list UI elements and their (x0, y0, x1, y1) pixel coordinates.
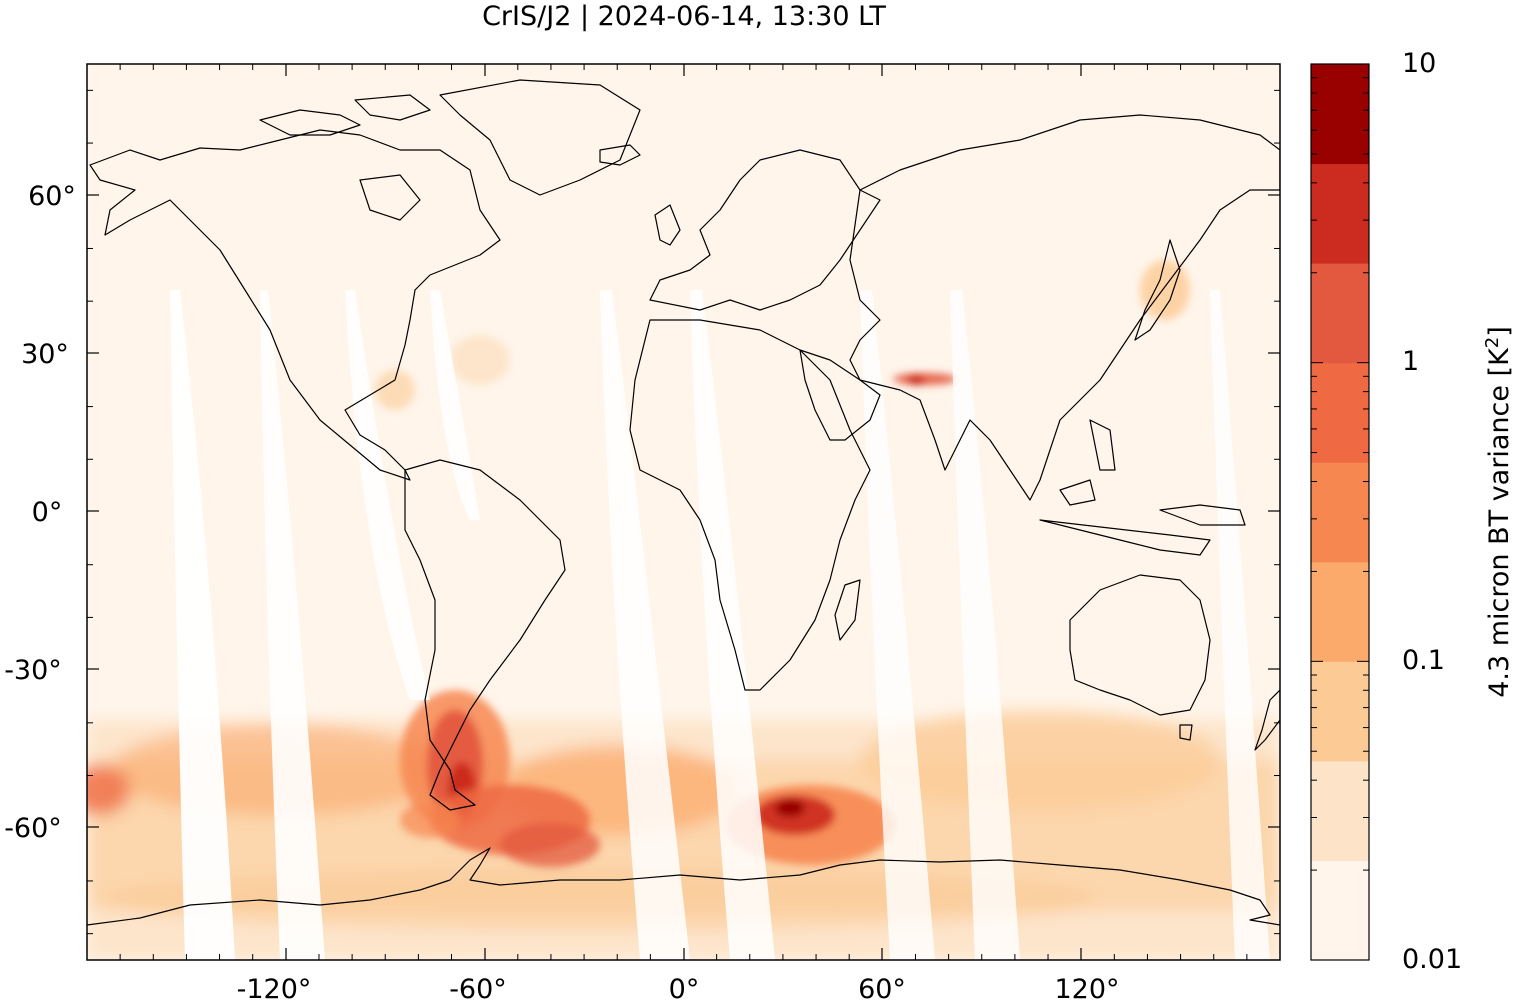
orbit-gap-3 (345, 290, 430, 700)
northern-features (375, 260, 1190, 410)
lat-label-0: 0° (32, 497, 63, 528)
orbit-gap-8 (950, 290, 1020, 960)
coast-south-america (404, 459, 566, 811)
coast-africa (629, 319, 871, 691)
map-title: CrIS/J2 | 2024-06-14, 13:30 LT (482, 1, 886, 32)
colorbar-label-main: 4.3 micron BT variance [K (1484, 347, 1515, 698)
colorbar-band-6 (1311, 263, 1369, 364)
coast-southeast-asia-islands (1039, 419, 1246, 556)
colorbar-label: 4.3 micron BT variance [K2] (1482, 326, 1515, 698)
colorbar-band-8 (1311, 64, 1369, 165)
orbit-gap-7 (860, 290, 935, 960)
coast-europe (649, 149, 881, 311)
south-atlantic-band (500, 823, 600, 867)
lon-label-60: 60° (858, 974, 906, 1002)
india-streak (893, 373, 957, 385)
orbit-gap-2 (260, 290, 325, 960)
coast-british-isles (654, 204, 681, 246)
lon-label-0: 0° (669, 974, 700, 1002)
orbit-gap-5 (600, 290, 690, 960)
lat-label-m60: -60° (4, 813, 62, 844)
coast-antarctica (87, 847, 1280, 926)
coast-japan (1134, 239, 1181, 341)
colorbar-band-7 (1311, 163, 1369, 264)
coast-greenland (439, 79, 641, 196)
coastlines (87, 79, 1280, 926)
coast-madagascar (834, 579, 861, 641)
map-plot-area (87, 64, 1280, 960)
lat-label-60: 60° (28, 181, 76, 212)
southern-indian-blob (860, 710, 1220, 810)
lat-label-30: 30° (21, 339, 69, 370)
colorbar-band-1 (1311, 760, 1369, 861)
orbit-gap-1 (170, 290, 235, 960)
coast-arabia (799, 349, 881, 441)
colorbar: 10 1 0.1 0.01 4.3 micron BT variance [K2… (1310, 48, 1515, 975)
colorbar-band-3 (1311, 561, 1369, 662)
colorbar-label-suffix: ] (1484, 326, 1515, 337)
colorbar-bands (1311, 64, 1369, 961)
colorbar-band-2 (1311, 661, 1369, 762)
coast-new-zealand (1254, 689, 1280, 751)
orbit-gap-9 (1210, 290, 1270, 960)
lat-label-m30: -30° (4, 655, 62, 686)
atlantic-patch (450, 335, 510, 385)
western-edge-blob (87, 765, 130, 815)
colorbar-tick-0.1: 0.1 (1402, 645, 1445, 676)
orbit-gap-4 (430, 290, 480, 520)
mexico-patch (375, 370, 415, 410)
coast-tasmania (1179, 724, 1193, 741)
japan-patch (1140, 260, 1190, 320)
colorbar-tick-0.01: 0.01 (1402, 944, 1462, 975)
coast-australia (1069, 574, 1211, 716)
colorbar-band-0 (1311, 860, 1369, 961)
coast-arctic-islands (259, 94, 431, 221)
coast-iceland (599, 144, 641, 166)
orbit-gaps (170, 290, 1270, 960)
cape-horn-tail (400, 802, 460, 838)
coast-north-america (89, 129, 501, 481)
hotspots (400, 690, 895, 867)
india-streak-peak (907, 375, 925, 385)
colorbar-frame (1310, 63, 1370, 961)
colorbar-band-5 (1311, 362, 1369, 463)
colorbar-label-superscript: 2 (1482, 337, 1503, 348)
map-ticks (87, 64, 1280, 960)
colorbar-ticks (1311, 77, 1369, 961)
colorbar-tick-10: 10 (1402, 48, 1436, 79)
colorbar-band-4 (1311, 462, 1369, 563)
orbit-gap-6 (690, 290, 775, 960)
lon-label-120: 120° (1054, 974, 1119, 1002)
map-minor-ticks (87, 64, 1280, 960)
lon-label-m120: -120° (237, 974, 312, 1002)
south-indian-peak (775, 799, 805, 817)
lon-label-m60: -60° (449, 974, 507, 1002)
colorbar-tick-1: 1 (1402, 346, 1419, 377)
coast-asia (849, 114, 1280, 501)
antarctic-margin-blob (100, 870, 1100, 930)
